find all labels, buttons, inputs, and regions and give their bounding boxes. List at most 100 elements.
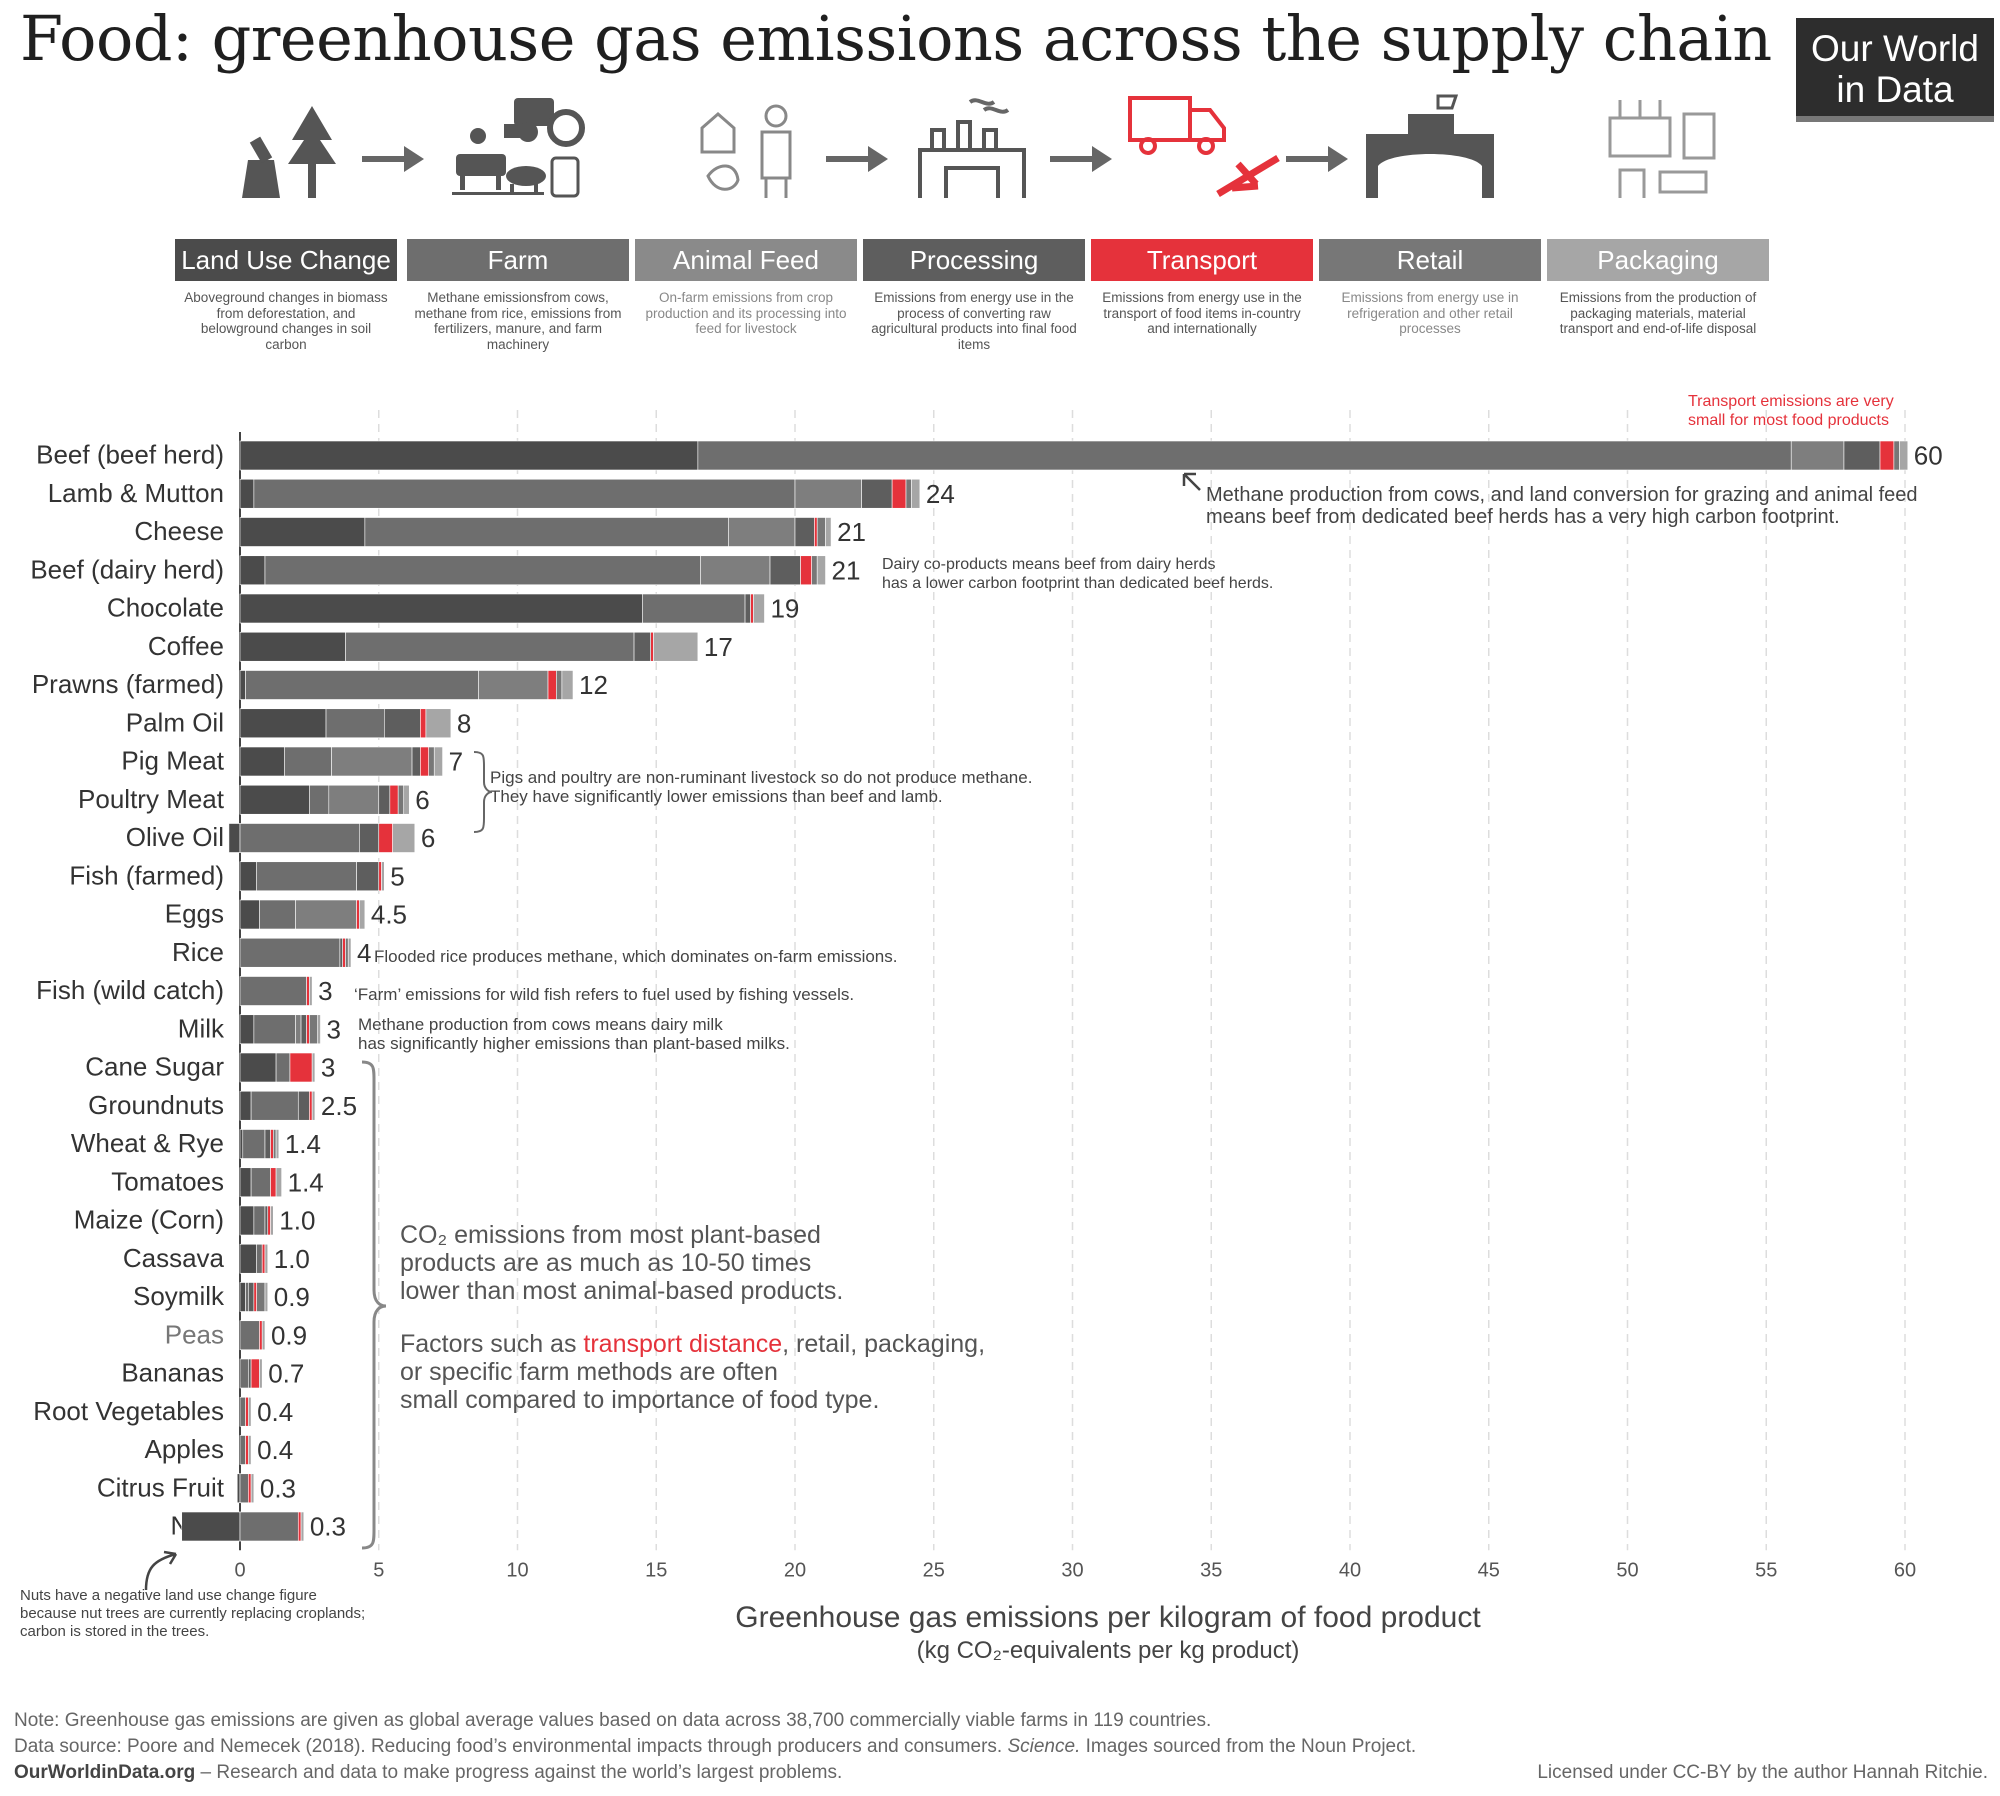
owid-link[interactable]: OurWorldinData.org (14, 1762, 196, 1783)
bar-segment (306, 1014, 310, 1045)
bar-segment (816, 555, 826, 586)
category-label: Fish (wild catch) (36, 975, 224, 1005)
category-label: Eggs (165, 899, 224, 929)
owid-logo[interactable]: Our World in Data (1796, 18, 1994, 122)
bar-segment (289, 1052, 313, 1083)
bar-segment (478, 670, 549, 700)
bar-segment (259, 899, 296, 930)
bar-segment (356, 899, 360, 930)
bar-segment (347, 937, 352, 968)
bar-segment (911, 478, 921, 509)
bar-segment (264, 1129, 271, 1159)
bar-segment (239, 440, 699, 471)
bar-value-label: 0.4 (257, 1435, 293, 1465)
bar-segment (250, 1090, 299, 1121)
bar-value-label: 0.9 (274, 1282, 310, 1312)
bar-segment (239, 823, 360, 853)
x-tick-label: 60 (1894, 1559, 1916, 1581)
bar-segment (253, 478, 796, 509)
stage-legend: Land Use Change Aboveground changes in b… (0, 238, 2000, 358)
bar-segment (397, 784, 405, 815)
x-tick-label: 40 (1339, 1559, 1361, 1581)
bar-value-label: 4.5 (371, 900, 407, 930)
category-label: Fish (farmed) (69, 860, 224, 890)
bar-value-label: 0.3 (310, 1512, 346, 1542)
bar-segment (331, 746, 413, 777)
chart-title: Food: greenhouse gas emissions across th… (20, 2, 1772, 75)
logo-line-2: in Data (1836, 69, 1954, 110)
x-tick-label: 5 (373, 1559, 384, 1581)
category-label: Beef (dairy herd) (30, 554, 224, 584)
dairy-note: Dairy co-products means beef from dairy … (882, 556, 1215, 573)
bar-segment (345, 631, 635, 662)
category-label: Coffee (148, 631, 224, 661)
bar-value-label: 19 (770, 594, 799, 624)
bar-segment (270, 1167, 277, 1198)
bar-segment (239, 1243, 257, 1274)
stage-description: Aboveground changes in biomass from defo… (184, 290, 388, 352)
bar-segment (1843, 440, 1881, 471)
footer-site: OurWorldinData.org – Research and data t… (14, 1762, 842, 1784)
bar-segment (364, 517, 729, 547)
bar-segment (728, 517, 796, 547)
stage-processing: Processing Emissions from energy use in … (862, 238, 1086, 352)
bar-segment (239, 593, 643, 624)
bar-segment (420, 708, 427, 739)
milk-note: Methane production from cows means dairy… (358, 1015, 723, 1034)
stage-retail: Retail Emissions from energy use in refr… (1318, 238, 1542, 337)
bar-value-label: 0.9 (271, 1320, 307, 1350)
stage-transport: Transport Emissions from energy use in t… (1090, 238, 1314, 337)
bar-segment (239, 555, 266, 586)
bar-segment (342, 937, 346, 968)
nuts-note: because nut trees are currently replacin… (20, 1605, 365, 1622)
stage-label: Transport (1090, 238, 1314, 282)
bar-segment (753, 593, 765, 624)
stage-description: On-farm emissions from crop production a… (645, 290, 847, 336)
bar-value-label: 0.4 (257, 1397, 293, 1427)
bar-segment (378, 784, 391, 815)
bar-segment (239, 1129, 244, 1159)
farm-animals-tractor-icon (452, 98, 585, 198)
beef-note: means beef from dedicated beef herds has… (1206, 506, 1840, 528)
category-label: Pig Meat (121, 746, 224, 776)
category-label: Maize (Corn) (74, 1205, 224, 1235)
arrow-icon (1286, 146, 1348, 172)
stage-label: Animal Feed (634, 238, 858, 282)
category-label: Bananas (121, 1358, 224, 1388)
bar-segment (306, 976, 310, 1006)
bar-segment (239, 1014, 255, 1045)
bar-segment (248, 1282, 255, 1312)
arrow-icon (826, 146, 888, 172)
bar-segment (272, 1129, 277, 1159)
bar-segment (284, 746, 332, 777)
bar-segment (905, 478, 912, 509)
bar-value-label: 21 (832, 555, 861, 585)
bar-segment (794, 517, 815, 547)
category-label: Lamb & Mutton (48, 478, 224, 508)
bar-segment (261, 1320, 266, 1351)
bar-segment (381, 861, 385, 892)
bar-segment (264, 1243, 269, 1274)
plant-based-note: lower than most animal-based products. (400, 1277, 843, 1305)
bar-segment (317, 1014, 321, 1045)
bar-segment (378, 823, 393, 853)
x-tick-label: 10 (506, 1559, 528, 1581)
bar-segment (228, 823, 241, 853)
category-label: Beef (beef herd) (36, 440, 224, 470)
bar-segment (239, 899, 260, 930)
bar-segment (264, 555, 701, 586)
bar-segment (1790, 440, 1845, 471)
arrow-icon (1050, 146, 1112, 172)
bar-segment (248, 1396, 252, 1427)
category-label: Soymilk (133, 1281, 225, 1311)
bar-segment (239, 670, 246, 700)
bar-segment (239, 1473, 249, 1504)
stage-label: Packaging (1546, 238, 1770, 282)
bar-segment (309, 1014, 318, 1045)
bar-segment (239, 1435, 246, 1465)
bar-segment (428, 746, 435, 777)
x-tick-label: 35 (1200, 1559, 1222, 1581)
bar-segment (239, 517, 366, 547)
bar-segment (256, 1243, 263, 1274)
bar-segment (275, 1167, 282, 1198)
